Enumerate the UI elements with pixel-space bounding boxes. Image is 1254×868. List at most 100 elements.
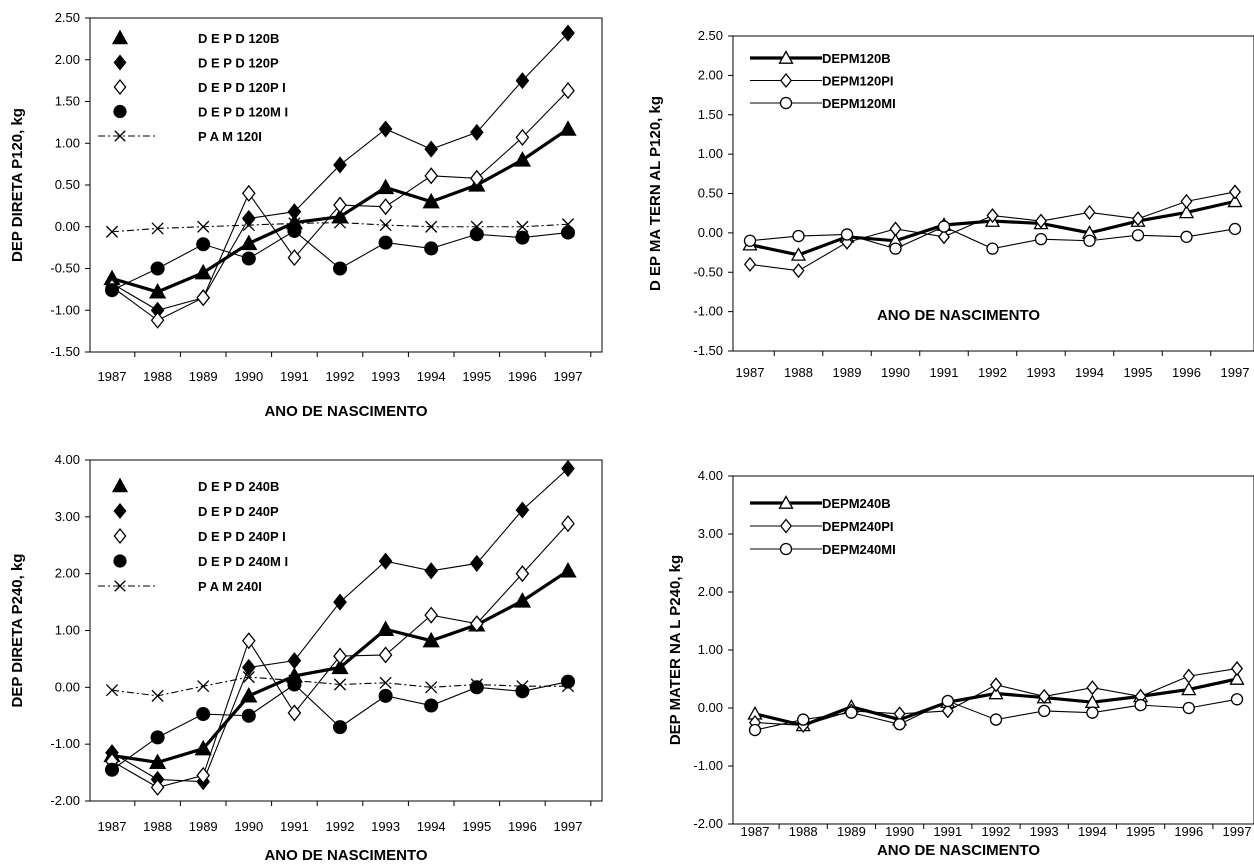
legend-marker xyxy=(778,50,794,64)
data-point xyxy=(242,218,255,232)
x-tick-label: 1992 xyxy=(326,819,355,834)
data-point xyxy=(196,766,211,784)
data-point xyxy=(194,263,212,280)
data-point xyxy=(1038,704,1051,718)
y-axis-title: DEP MATER NA L P240, kg xyxy=(667,555,684,745)
data-point xyxy=(196,707,211,722)
data-point xyxy=(331,658,349,675)
series-3 xyxy=(105,515,575,796)
data-point xyxy=(104,283,120,298)
x-tick-label: 1993 xyxy=(371,369,400,384)
y-tick-label: 0.00 xyxy=(55,679,80,694)
data-point xyxy=(937,220,951,233)
series-5 xyxy=(105,671,575,702)
y-tick-label: 0.50 xyxy=(55,177,80,192)
x-tick-label: 1987 xyxy=(98,369,127,384)
x-tick-label: 1993 xyxy=(371,819,400,834)
series-3 xyxy=(743,220,1242,255)
data-point xyxy=(561,24,575,42)
legend-marker xyxy=(113,527,127,545)
data-point xyxy=(150,311,165,329)
data-point xyxy=(743,234,757,247)
x-tick-label: 1991 xyxy=(280,819,309,834)
x-tick-label: 1989 xyxy=(189,369,218,384)
series-2 xyxy=(743,184,1242,279)
data-point xyxy=(288,217,301,230)
legend-label: P A M 120I xyxy=(198,129,262,144)
legend-marker xyxy=(779,96,793,110)
data-point xyxy=(424,241,439,256)
data-point xyxy=(515,501,530,519)
data-point xyxy=(150,261,165,276)
data-point xyxy=(424,562,439,580)
x-tick-label: 1989 xyxy=(189,819,218,834)
data-point xyxy=(561,515,575,533)
data-point xyxy=(424,167,439,185)
y-tick-label: 4.00 xyxy=(698,468,723,483)
chart-4: 4.00 3.00 2.00 1.00 0.00 -1.00 -2.00 1987 1988 19… xyxy=(667,468,1254,859)
data-point xyxy=(470,678,483,691)
y-tick-label: -1.00 xyxy=(50,302,80,317)
data-point xyxy=(332,261,348,276)
data-point xyxy=(1180,193,1193,209)
data-point xyxy=(1228,184,1242,200)
data-point xyxy=(559,120,577,136)
series-4 xyxy=(104,674,576,777)
data-point xyxy=(1134,698,1147,712)
data-point xyxy=(333,216,347,229)
data-point xyxy=(1034,213,1048,229)
data-point xyxy=(560,225,576,240)
legend-marker xyxy=(779,72,793,89)
data-point xyxy=(469,227,484,242)
legend-label: D E P D 120M I xyxy=(198,105,288,120)
data-point xyxy=(241,184,256,202)
data-point xyxy=(422,631,440,648)
data-point xyxy=(194,739,212,756)
data-point xyxy=(240,687,258,703)
x-tick-label: 1988 xyxy=(143,369,172,384)
data-point xyxy=(988,685,1004,700)
legend-label: D E P D 240M I xyxy=(198,554,288,569)
data-point xyxy=(989,677,1003,693)
x-tick-label: 1992 xyxy=(978,365,1007,380)
legend: D E P D 120B D E P D 120P D E P D 120P I D … xyxy=(98,29,288,144)
y-tick-label: 1.50 xyxy=(698,107,723,122)
data-point xyxy=(288,674,301,687)
legend-label: D E P D 240B xyxy=(198,479,279,494)
data-point xyxy=(240,234,258,251)
y-tick-label: 2.00 xyxy=(698,584,723,599)
data-point xyxy=(469,554,484,572)
legend-marker xyxy=(113,54,127,71)
data-point xyxy=(241,658,256,676)
plot-area xyxy=(732,475,1254,825)
data-point xyxy=(1131,229,1145,242)
data-point xyxy=(424,698,439,713)
x-tick-label: 1987 xyxy=(98,819,127,834)
y-tick-label: 3.00 xyxy=(698,526,723,541)
y-tick-label: -1.00 xyxy=(50,736,80,751)
data-point xyxy=(937,229,951,245)
data-point xyxy=(792,263,805,279)
chart-3: 4.00 3.00 2.00 1.00 0.00 -1.00 -2.00 1987 1988 19… xyxy=(9,452,603,864)
data-point xyxy=(333,156,347,174)
legend-label: D E P D 120P I xyxy=(198,80,286,95)
y-tick-label: 0.00 xyxy=(698,225,723,240)
legend-label: D E P D 240P xyxy=(198,504,279,519)
y-tick-label: 0.00 xyxy=(698,700,723,715)
data-point xyxy=(151,689,164,702)
data-point xyxy=(1178,204,1195,219)
data-point xyxy=(287,249,302,267)
data-point xyxy=(197,680,210,693)
data-point xyxy=(515,684,530,699)
x-tick-label: 1993 xyxy=(1027,365,1056,380)
data-point xyxy=(516,220,529,233)
data-point xyxy=(560,674,576,689)
legend: D E P D 240B D E P D 240P D E P D 240P I D … xyxy=(98,477,288,594)
data-point xyxy=(379,218,392,232)
data-point xyxy=(1228,222,1242,236)
data-point xyxy=(287,203,302,221)
x-tick-label: 1995 xyxy=(462,369,491,384)
y-axis-title: D EP MA TERN AL P120, kg xyxy=(647,96,664,291)
data-point xyxy=(561,218,575,231)
